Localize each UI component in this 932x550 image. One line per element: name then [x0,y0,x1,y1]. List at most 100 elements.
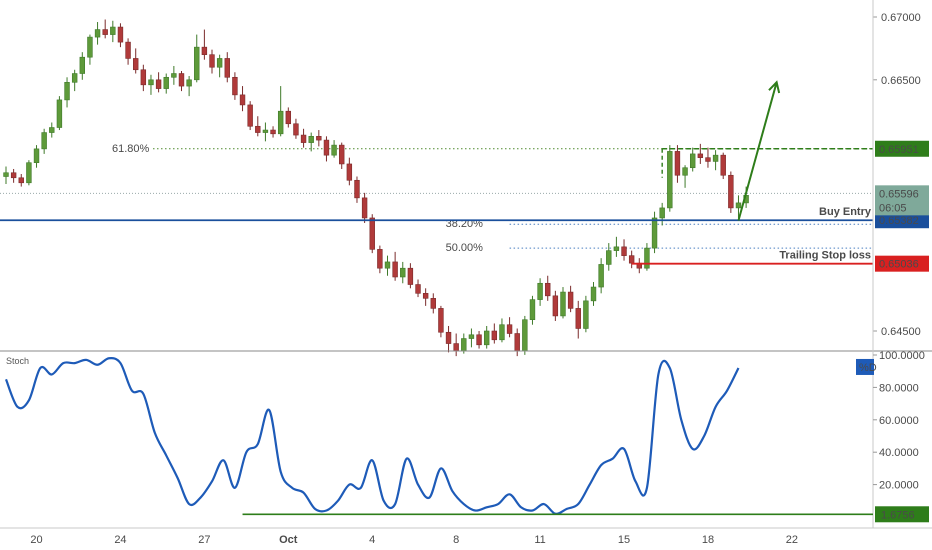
stoch-tick-label: 100.0000 [879,350,925,362]
candle-body [262,129,269,133]
candle-body [79,56,86,74]
time-tick-label: 27 [198,534,210,546]
candle-body [522,319,528,352]
candle-body [64,82,70,101]
buy-entry-price-box [875,212,929,229]
candle-body [300,134,307,143]
stoch-tick-label: 60.0000 [879,415,919,427]
time-tick-label: 20 [30,534,42,546]
stoch-y-axis-ticks: 100.0000 80.0000 60.0000 40.0000 20.0000 [873,350,925,492]
candle-body [720,154,726,176]
candle-body [728,174,734,209]
candle-body [316,136,322,141]
candle-body [178,73,185,87]
candle-body [71,73,78,83]
time-tick-label: 18 [702,534,714,546]
candle-body [560,291,566,317]
candle-body [392,261,398,278]
fibonacci-levels: 61.80% 38.20% 50.00% [0,143,873,254]
candle-body [323,139,330,156]
buy-entry-text: Buy Entry [819,206,872,218]
candle-body [628,255,635,264]
candle-body [247,104,253,127]
candle-body [369,217,375,250]
resistance-price-label: 0.65951 [879,144,919,156]
stoch-level-marker: 1.6756 [242,506,929,523]
candle-body [148,79,154,86]
candle-body [186,79,192,87]
candle-body [689,153,696,169]
time-tick-label: 8 [453,534,459,546]
candle-body [613,246,620,251]
candle-body [87,36,93,58]
time-tick-label: 24 [114,534,126,546]
candle-body [461,338,467,352]
candle-body [285,110,292,125]
candle-body [712,154,719,162]
candle-body [133,58,139,71]
candle-body [422,293,429,299]
candle-body [621,246,627,256]
candle-body [209,54,215,68]
candle-body [26,162,32,184]
stoch-series: %D [4,357,877,515]
candle-body [476,334,482,346]
price-tick-label: 0.64500 [881,326,921,338]
candle-body [667,151,673,209]
current-price-box [875,185,929,216]
arrow-head [768,80,781,94]
price-y-axis-ticks: 0.67000 0.66500 0.64500 [873,12,921,338]
candle-body [651,217,658,249]
fib-level-label: 38.20% [446,218,484,230]
candle-body [583,300,589,329]
candle-body [49,127,55,133]
candle-body [117,26,124,43]
candle-body [33,148,40,163]
candle-body [94,29,101,38]
candle-body [216,58,223,68]
candle-body [10,172,17,179]
candle-body [552,295,559,317]
price-levels: 0.65951 0.65382 Buy Entry 0.65036 Trailing S… [0,140,929,272]
price-tick-label: 0.67000 [881,12,921,24]
candle-body [567,291,574,309]
target-arrow [737,80,781,221]
candle-body [590,286,597,302]
candle-body [697,153,704,158]
candle-body [155,79,162,89]
candle-body [400,267,406,278]
candle-body [102,29,108,35]
fib-level-label: 50.00% [446,242,484,254]
candle-body [41,132,47,150]
candle-body [201,46,208,55]
stoch-marker-label: 1.6756 [881,509,915,521]
candle-body [110,26,116,35]
candle-body [468,334,475,339]
candle-body [331,144,337,156]
price-tick-label: 0.66500 [881,75,921,87]
candle-body [255,125,261,133]
candle-body [140,69,147,86]
stoch-tick-label: 80.0000 [879,382,919,394]
candle-body [377,249,383,269]
candle-body [384,261,391,269]
candle-body [232,76,238,96]
candle-body [545,282,551,297]
countdown-label: 06:05 [879,202,907,214]
candle-body [674,151,681,176]
candle-body [163,76,169,89]
stoch-badge-label: %D [859,362,877,374]
candle-body [606,250,612,265]
candle-body [354,179,360,199]
time-tick-label: Oct [279,534,298,546]
stoch-badge [856,358,874,375]
candle-body [3,172,9,177]
candle-body [277,110,284,135]
candle-body [453,343,459,352]
candle-body [361,197,368,219]
stoch-tick-label: 20.0000 [879,480,919,492]
current-price-label: 0.65596 [879,188,919,200]
candle-body [735,202,742,209]
candle-body [339,144,345,165]
